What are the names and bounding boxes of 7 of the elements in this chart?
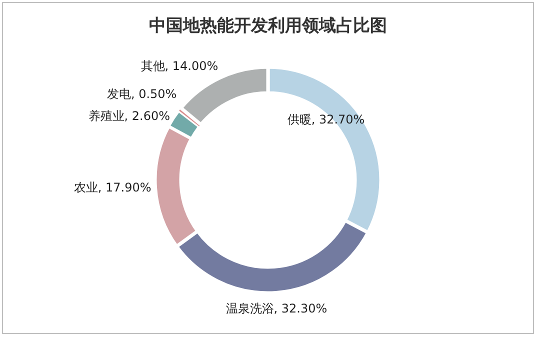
- chart-title: 中国地热能开发利用领域占比图: [149, 16, 387, 36]
- slice-label: 发电, 0.50%: [106, 87, 177, 102]
- slice-label: 供暖, 32.70%: [287, 112, 365, 126]
- slice-label: 温泉洗浴, 32.30%: [226, 302, 328, 316]
- slice-label: 其他, 14.00%: [140, 59, 218, 74]
- slice-label: 农业, 17.90%: [74, 180, 152, 195]
- slice-label: 养殖业, 2.60%: [88, 109, 170, 124]
